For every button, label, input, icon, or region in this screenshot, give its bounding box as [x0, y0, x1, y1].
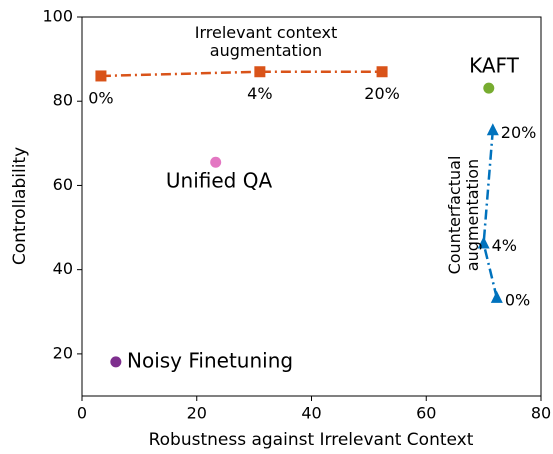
point-name-label: Noisy Finetuning [127, 349, 293, 373]
point-name-label: Unified QA [166, 169, 273, 193]
x-tick-label: 0 [77, 404, 87, 423]
point-label: 4% [492, 236, 517, 255]
y-tick-label: 80 [53, 91, 73, 110]
series-label: Counterfactual augmentation [445, 155, 482, 275]
y-axis-label: Controllability [10, 147, 30, 265]
square-marker [95, 70, 107, 82]
square-marker [254, 66, 266, 78]
circle-marker [483, 82, 495, 94]
x-tick-label: 60 [416, 404, 436, 423]
triangle-marker [490, 290, 503, 303]
point-label: 4% [247, 84, 272, 103]
point-name-label: KAFT [469, 54, 520, 78]
point-label: 20% [501, 123, 537, 142]
y-tick-label: 100 [42, 7, 73, 26]
circle-marker [110, 356, 122, 368]
point-label: 0% [505, 290, 530, 309]
x-axis-label: Robustness against Irrelevant Context [149, 430, 474, 450]
y-tick-label: 40 [53, 259, 73, 278]
series-line [100, 70, 383, 78]
x-tick-label: 80 [531, 404, 551, 423]
circle-marker [210, 156, 222, 168]
y-tick-label: 60 [53, 175, 73, 194]
y-tick-label: 20 [53, 343, 73, 362]
x-tick-label: 40 [301, 404, 321, 423]
series-line [482, 130, 499, 299]
point-label: 20% [364, 84, 400, 103]
x-tick-label: 20 [187, 404, 207, 423]
triangle-marker [477, 236, 490, 249]
point-label: 0% [88, 88, 113, 107]
series-label: Irrelevant context augmentation [194, 23, 338, 60]
triangle-marker [486, 123, 499, 136]
square-marker [376, 66, 388, 78]
